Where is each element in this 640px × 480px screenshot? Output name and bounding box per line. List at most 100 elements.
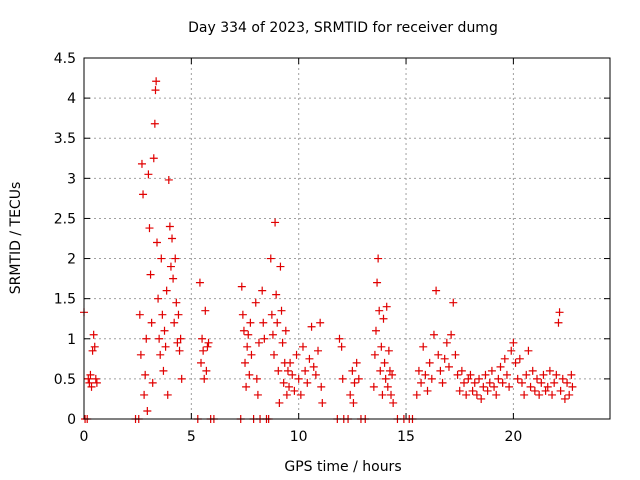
data-point: [251, 298, 260, 307]
data-point: [244, 330, 253, 339]
data-point: [490, 382, 499, 391]
data-point: [377, 342, 386, 351]
data-point: [159, 366, 168, 375]
data-point: [274, 366, 283, 375]
data-point: [369, 382, 378, 391]
data-point: [421, 370, 430, 379]
data-point: [438, 378, 447, 387]
data-point: [384, 346, 393, 355]
data-point: [470, 378, 479, 387]
data-point: [135, 310, 144, 319]
data-point: [200, 374, 209, 383]
data-point: [318, 398, 327, 407]
data-point: [270, 350, 279, 359]
x-tick-label: 10: [290, 429, 308, 445]
data-point: [494, 374, 503, 383]
data-point: [237, 282, 246, 291]
data-point: [381, 374, 390, 383]
data-point: [380, 358, 389, 367]
data-point: [285, 382, 294, 391]
data-point: [142, 334, 151, 343]
data-point: [314, 346, 323, 355]
y-tick-label: 1: [67, 332, 76, 348]
data-point: [151, 86, 160, 95]
data-point: [149, 154, 158, 163]
data-point: [266, 254, 275, 263]
data-point: [560, 394, 569, 403]
data-point: [485, 378, 494, 387]
data-point: [145, 224, 154, 233]
data-point: [283, 366, 292, 375]
data-point: [468, 386, 477, 395]
grid-lines: [84, 58, 610, 419]
data-point: [301, 366, 310, 375]
data-point: [492, 390, 501, 399]
data-point: [243, 342, 252, 351]
data-point: [281, 326, 290, 335]
data-point: [505, 382, 514, 391]
data-point: [370, 350, 379, 359]
data-point: [84, 374, 93, 383]
data-point: [513, 374, 522, 383]
data-point: [199, 346, 208, 355]
data-point: [177, 374, 186, 383]
y-tick-label: 3: [67, 171, 76, 187]
data-point: [156, 350, 165, 359]
data-point: [88, 346, 97, 355]
data-point: [554, 318, 563, 327]
data-point: [464, 374, 473, 383]
data-point: [158, 310, 167, 319]
x-tick-label: 5: [187, 429, 196, 445]
data-point: [565, 390, 574, 399]
data-point: [169, 274, 178, 283]
data-point: [91, 374, 100, 383]
data-point: [425, 358, 434, 367]
data-point: [136, 350, 145, 359]
data-point: [385, 366, 394, 375]
data-point: [286, 358, 295, 367]
data-point: [87, 382, 96, 391]
data-point: [530, 386, 539, 395]
data-point: [387, 390, 396, 399]
data-point: [335, 334, 344, 343]
data-point: [172, 298, 181, 307]
data-point: [453, 370, 462, 379]
data-point: [354, 374, 363, 383]
data-point: [279, 378, 288, 387]
data-point: [161, 342, 170, 351]
data-point: [371, 326, 380, 335]
data-point: [246, 318, 255, 327]
data-point: [346, 390, 355, 399]
data-point: [533, 374, 542, 383]
data-point: [171, 254, 180, 263]
data-point: [259, 318, 268, 327]
data-point: [507, 346, 516, 355]
data-point: [545, 366, 554, 375]
data-point: [164, 175, 173, 184]
y-tick-label: 2: [67, 252, 76, 268]
y-tick-label: 4: [67, 91, 76, 107]
data-point: [175, 346, 184, 355]
y-tick-label: 4.5: [54, 51, 76, 67]
data-point: [568, 382, 577, 391]
data-point: [526, 382, 535, 391]
data-point: [317, 382, 326, 391]
data-point: [272, 290, 281, 299]
data-point: [383, 382, 392, 391]
data-point: [305, 354, 314, 363]
data-point: [524, 346, 533, 355]
data-point: [373, 278, 382, 287]
x-axis-label: GPS time / hours: [284, 459, 401, 475]
data-point: [455, 386, 464, 395]
data-point: [276, 262, 285, 271]
data-point: [144, 170, 153, 179]
data-point: [388, 370, 397, 379]
data-point: [154, 294, 163, 303]
data-point: [85, 378, 94, 387]
data-point: [86, 370, 95, 379]
data-point: [427, 374, 436, 383]
data-point: [444, 362, 453, 371]
data-point: [146, 270, 155, 279]
data-point: [500, 354, 509, 363]
data-point: [254, 338, 263, 347]
